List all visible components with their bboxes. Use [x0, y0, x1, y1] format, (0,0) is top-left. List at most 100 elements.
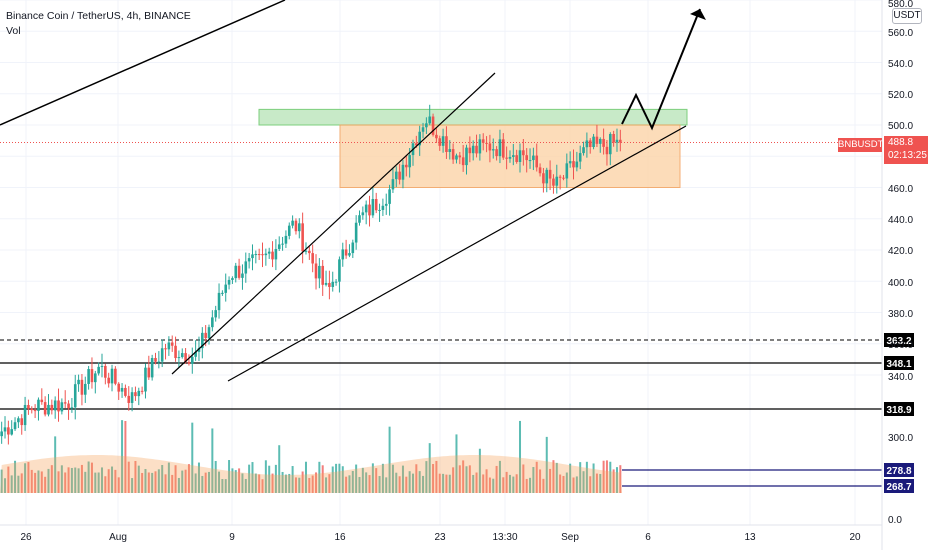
volume-bar	[141, 472, 144, 493]
currency-selector[interactable]: USDT	[892, 8, 922, 24]
volume-bar	[381, 463, 384, 493]
candle-body	[351, 242, 355, 254]
candle-body	[445, 136, 448, 152]
volume-bar	[124, 421, 127, 493]
time-tick-label: 9	[229, 532, 235, 543]
volume-bar	[492, 478, 495, 493]
volume-bar	[321, 465, 324, 493]
candle-body	[562, 177, 565, 179]
volume-bar	[221, 479, 224, 493]
candle-body	[572, 161, 575, 168]
candle-body	[73, 384, 77, 408]
candle-body	[435, 134, 438, 139]
time-axis[interactable]: 26 Aug 9 16 23 13:30 Sep 6 13 20	[0, 524, 882, 543]
volume-bar	[609, 461, 612, 493]
candle-body	[227, 279, 231, 285]
candle-body	[518, 150, 522, 162]
volume-bar	[315, 472, 318, 493]
volume-bar	[348, 475, 351, 493]
candle-body	[425, 123, 428, 128]
candle-body	[588, 140, 592, 148]
candle-body	[578, 153, 582, 162]
candle-body	[415, 143, 418, 146]
volume-bar	[134, 460, 137, 493]
candle-body	[144, 367, 147, 392]
volume-bar	[445, 474, 448, 493]
volume-bar	[104, 476, 107, 493]
volume-bar	[525, 478, 528, 493]
candle-body	[468, 147, 472, 154]
level-price-tag: 318.9	[884, 402, 914, 416]
volume-bar	[131, 478, 134, 493]
volume-bar	[462, 460, 465, 493]
candle-body	[465, 147, 468, 166]
volume-bar	[565, 472, 568, 493]
volume-bar	[318, 461, 321, 493]
candle-body	[481, 139, 485, 143]
volume-bar	[495, 465, 498, 493]
level-price-tag: 348.1	[884, 356, 914, 370]
volume-bar	[502, 477, 505, 493]
candle-body	[167, 342, 171, 350]
candle-body	[585, 140, 589, 148]
volume-bar	[452, 467, 455, 493]
volume-bar	[268, 465, 271, 493]
candle-body	[13, 422, 17, 430]
candle-body	[117, 383, 121, 392]
price-axis[interactable]: 580.0560.0540.0520.0500.0480.0460.0440.0…	[881, 0, 913, 550]
volume-bar	[157, 469, 160, 493]
volume-bar	[478, 448, 481, 493]
volume-bar	[401, 465, 404, 493]
level-tag-value: 318.9	[886, 405, 911, 416]
volume-bar	[472, 474, 475, 493]
volume-bar	[27, 462, 30, 493]
volume-bar	[599, 473, 602, 493]
candle-body	[204, 332, 207, 339]
volume-bar	[208, 471, 211, 493]
candle-body	[538, 167, 542, 174]
volume-label[interactable]: Vol	[6, 25, 21, 37]
candle-body	[264, 253, 268, 256]
candle-body	[301, 223, 304, 252]
candle-body	[33, 410, 37, 412]
candle-body	[241, 273, 244, 278]
volume-bar	[304, 461, 307, 493]
symbol-title[interactable]: Binance Coin / TetherUS, 4h, BINANCE	[6, 10, 191, 22]
volume-bar	[10, 475, 13, 493]
volume-bar	[17, 475, 20, 493]
candle-body	[184, 353, 187, 362]
candle-body	[47, 404, 50, 415]
candle-body	[471, 145, 475, 154]
volume-bar	[552, 460, 555, 493]
price-tick-label: 300.0	[888, 433, 913, 444]
volume-bar	[37, 470, 40, 493]
candle-body	[0, 431, 3, 437]
symbol-price-label: BNBUSDT	[838, 138, 884, 152]
volume-bar	[0, 469, 3, 493]
volume-bar	[248, 464, 251, 493]
level-tag-value: 348.1	[886, 359, 911, 370]
candle-body	[455, 155, 458, 160]
level-tag-bg	[884, 333, 914, 347]
level-tag-value: 268.7	[886, 482, 911, 493]
volume-bar	[80, 464, 83, 493]
candle-body	[180, 353, 184, 358]
volume-bar	[30, 469, 33, 493]
volume-bar	[7, 466, 10, 493]
candle-body	[592, 136, 595, 148]
candle-body	[201, 332, 204, 349]
volume-bar	[94, 472, 97, 493]
volume-bar	[20, 473, 23, 493]
volume-bar	[298, 477, 301, 493]
candle-body	[237, 265, 241, 278]
candle-body	[27, 404, 30, 409]
candle-body	[160, 348, 164, 362]
volume-bar	[411, 473, 414, 493]
time-tick-label: 13:30	[492, 532, 517, 543]
candle-body	[254, 254, 258, 256]
candle-body	[358, 215, 361, 223]
candle-body	[17, 418, 20, 423]
volume-bar	[535, 461, 538, 493]
candle-body	[94, 373, 97, 383]
